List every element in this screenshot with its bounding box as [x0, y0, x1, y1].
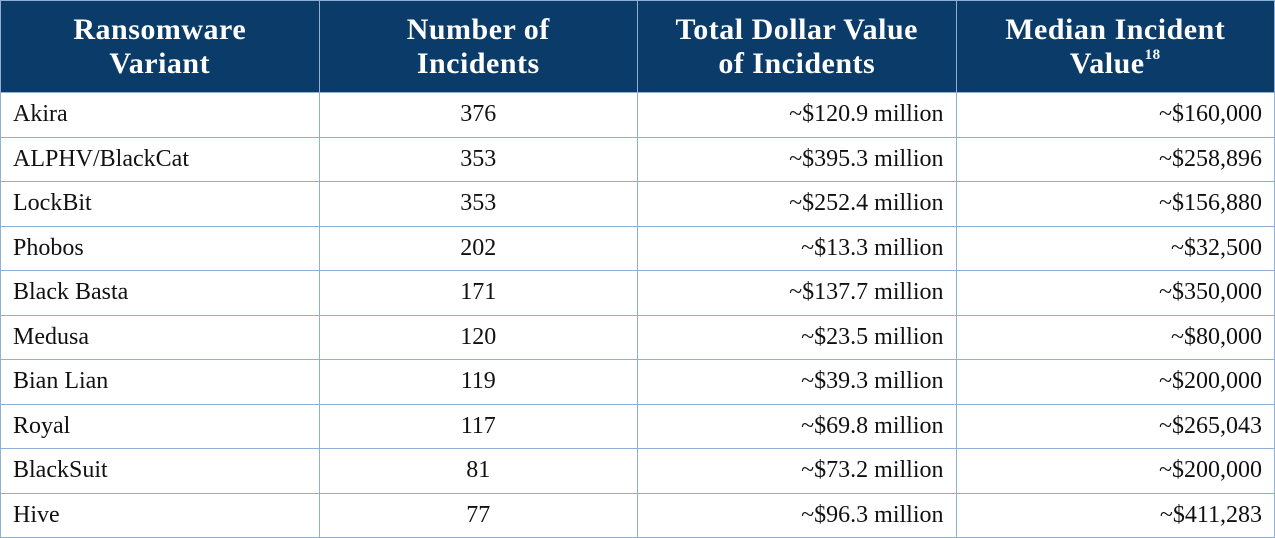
table-row: Phobos 202 ~$13.3 million ~$32,500 — [0, 225, 1275, 271]
table-cell: ~$252.4 million — [637, 181, 957, 227]
table-cell: 81 — [318, 448, 638, 494]
table-cell: Royal — [0, 403, 320, 449]
column-header: Ransomware Variant — [0, 0, 320, 93]
table-cell: ~$13.3 million — [637, 225, 957, 271]
table-cell: Akira — [0, 92, 320, 138]
table-cell: ~$23.5 million — [637, 314, 957, 360]
table-cell: 353 — [318, 136, 638, 182]
table-cell: Black Basta — [0, 270, 320, 316]
table-cell: ~$80,000 — [955, 314, 1275, 360]
table-cell: 117 — [318, 403, 638, 449]
header-text: Number of Incidents — [406, 12, 550, 80]
table-cell: ~$160,000 — [955, 92, 1275, 138]
table-cell: ~$96.3 million — [637, 492, 957, 538]
table-row: Medusa 120 ~$23.5 million ~$80,000 — [0, 314, 1275, 360]
header-text: Median Incident Value — [1005, 12, 1226, 80]
table-cell: 376 — [318, 92, 638, 138]
table-cell: ~$120.9 million — [637, 92, 957, 138]
table-cell: ~$258,896 — [955, 136, 1275, 182]
table-row: BlackSuit 81 ~$73.2 million ~$200,000 — [0, 448, 1275, 494]
column-header: Median Incident Value18 — [955, 0, 1275, 93]
column-header: Total Dollar Value of Incidents — [637, 0, 957, 93]
table-cell: ALPHV/BlackCat — [0, 136, 320, 182]
table-cell: 202 — [318, 225, 638, 271]
table-cell: LockBit — [0, 181, 320, 227]
table-row: Akira 376 ~$120.9 million ~$160,000 — [0, 92, 1275, 138]
table-row: LockBit 353 ~$252.4 million ~$156,880 — [0, 181, 1275, 227]
table-cell: Phobos — [0, 225, 320, 271]
table-cell: ~$69.8 million — [637, 403, 957, 449]
table-cell: ~$395.3 million — [637, 136, 957, 182]
header-text: Ransomware Variant — [73, 12, 247, 80]
table-cell: ~$200,000 — [955, 359, 1275, 405]
table-cell: Medusa — [0, 314, 320, 360]
table-cell: ~$350,000 — [955, 270, 1275, 316]
table-cell: ~$39.3 million — [637, 359, 957, 405]
table-row: Black Basta 171 ~$137.7 million ~$350,000 — [0, 270, 1275, 316]
table-cell: 119 — [318, 359, 638, 405]
table-cell: ~$32,500 — [955, 225, 1275, 271]
table-cell: ~$265,043 — [955, 403, 1275, 449]
table-row: ALPHV/BlackCat 353 ~$395.3 million ~$258,89… — [0, 136, 1275, 182]
table-cell: BlackSuit — [0, 448, 320, 494]
table-cell: 77 — [318, 492, 638, 538]
table-cell: ~$137.7 million — [637, 270, 957, 316]
table-cell: 171 — [318, 270, 638, 316]
table-cell: ~$411,283 — [955, 492, 1275, 538]
table-row: Royal 117 ~$69.8 million ~$265,043 — [0, 403, 1275, 449]
table-row: Hive 77 ~$96.3 million ~$411,283 — [0, 492, 1275, 538]
table-cell: Bian Lian — [0, 359, 320, 405]
table-header: Ransomware Variant Number of Incidents Tot… — [0, 0, 1275, 93]
table-cell: ~$200,000 — [955, 448, 1275, 494]
column-header: Number of Incidents — [318, 0, 638, 93]
table-body: Akira 376 ~$120.9 million ~$160,000 ALPHV/Bl… — [0, 92, 1275, 538]
table-cell: ~$73.2 million — [637, 448, 957, 494]
footnote-ref: 18 — [1144, 46, 1161, 63]
header-text: Total Dollar Value of Incidents — [675, 12, 918, 80]
header-row: Ransomware Variant Number of Incidents Tot… — [0, 0, 1275, 93]
table-cell: 353 — [318, 181, 638, 227]
table-cell: Hive — [0, 492, 320, 538]
table-cell: ~$156,880 — [955, 181, 1275, 227]
table-cell: 120 — [318, 314, 638, 360]
table-row: Bian Lian 119 ~$39.3 million ~$200,000 — [0, 359, 1275, 405]
